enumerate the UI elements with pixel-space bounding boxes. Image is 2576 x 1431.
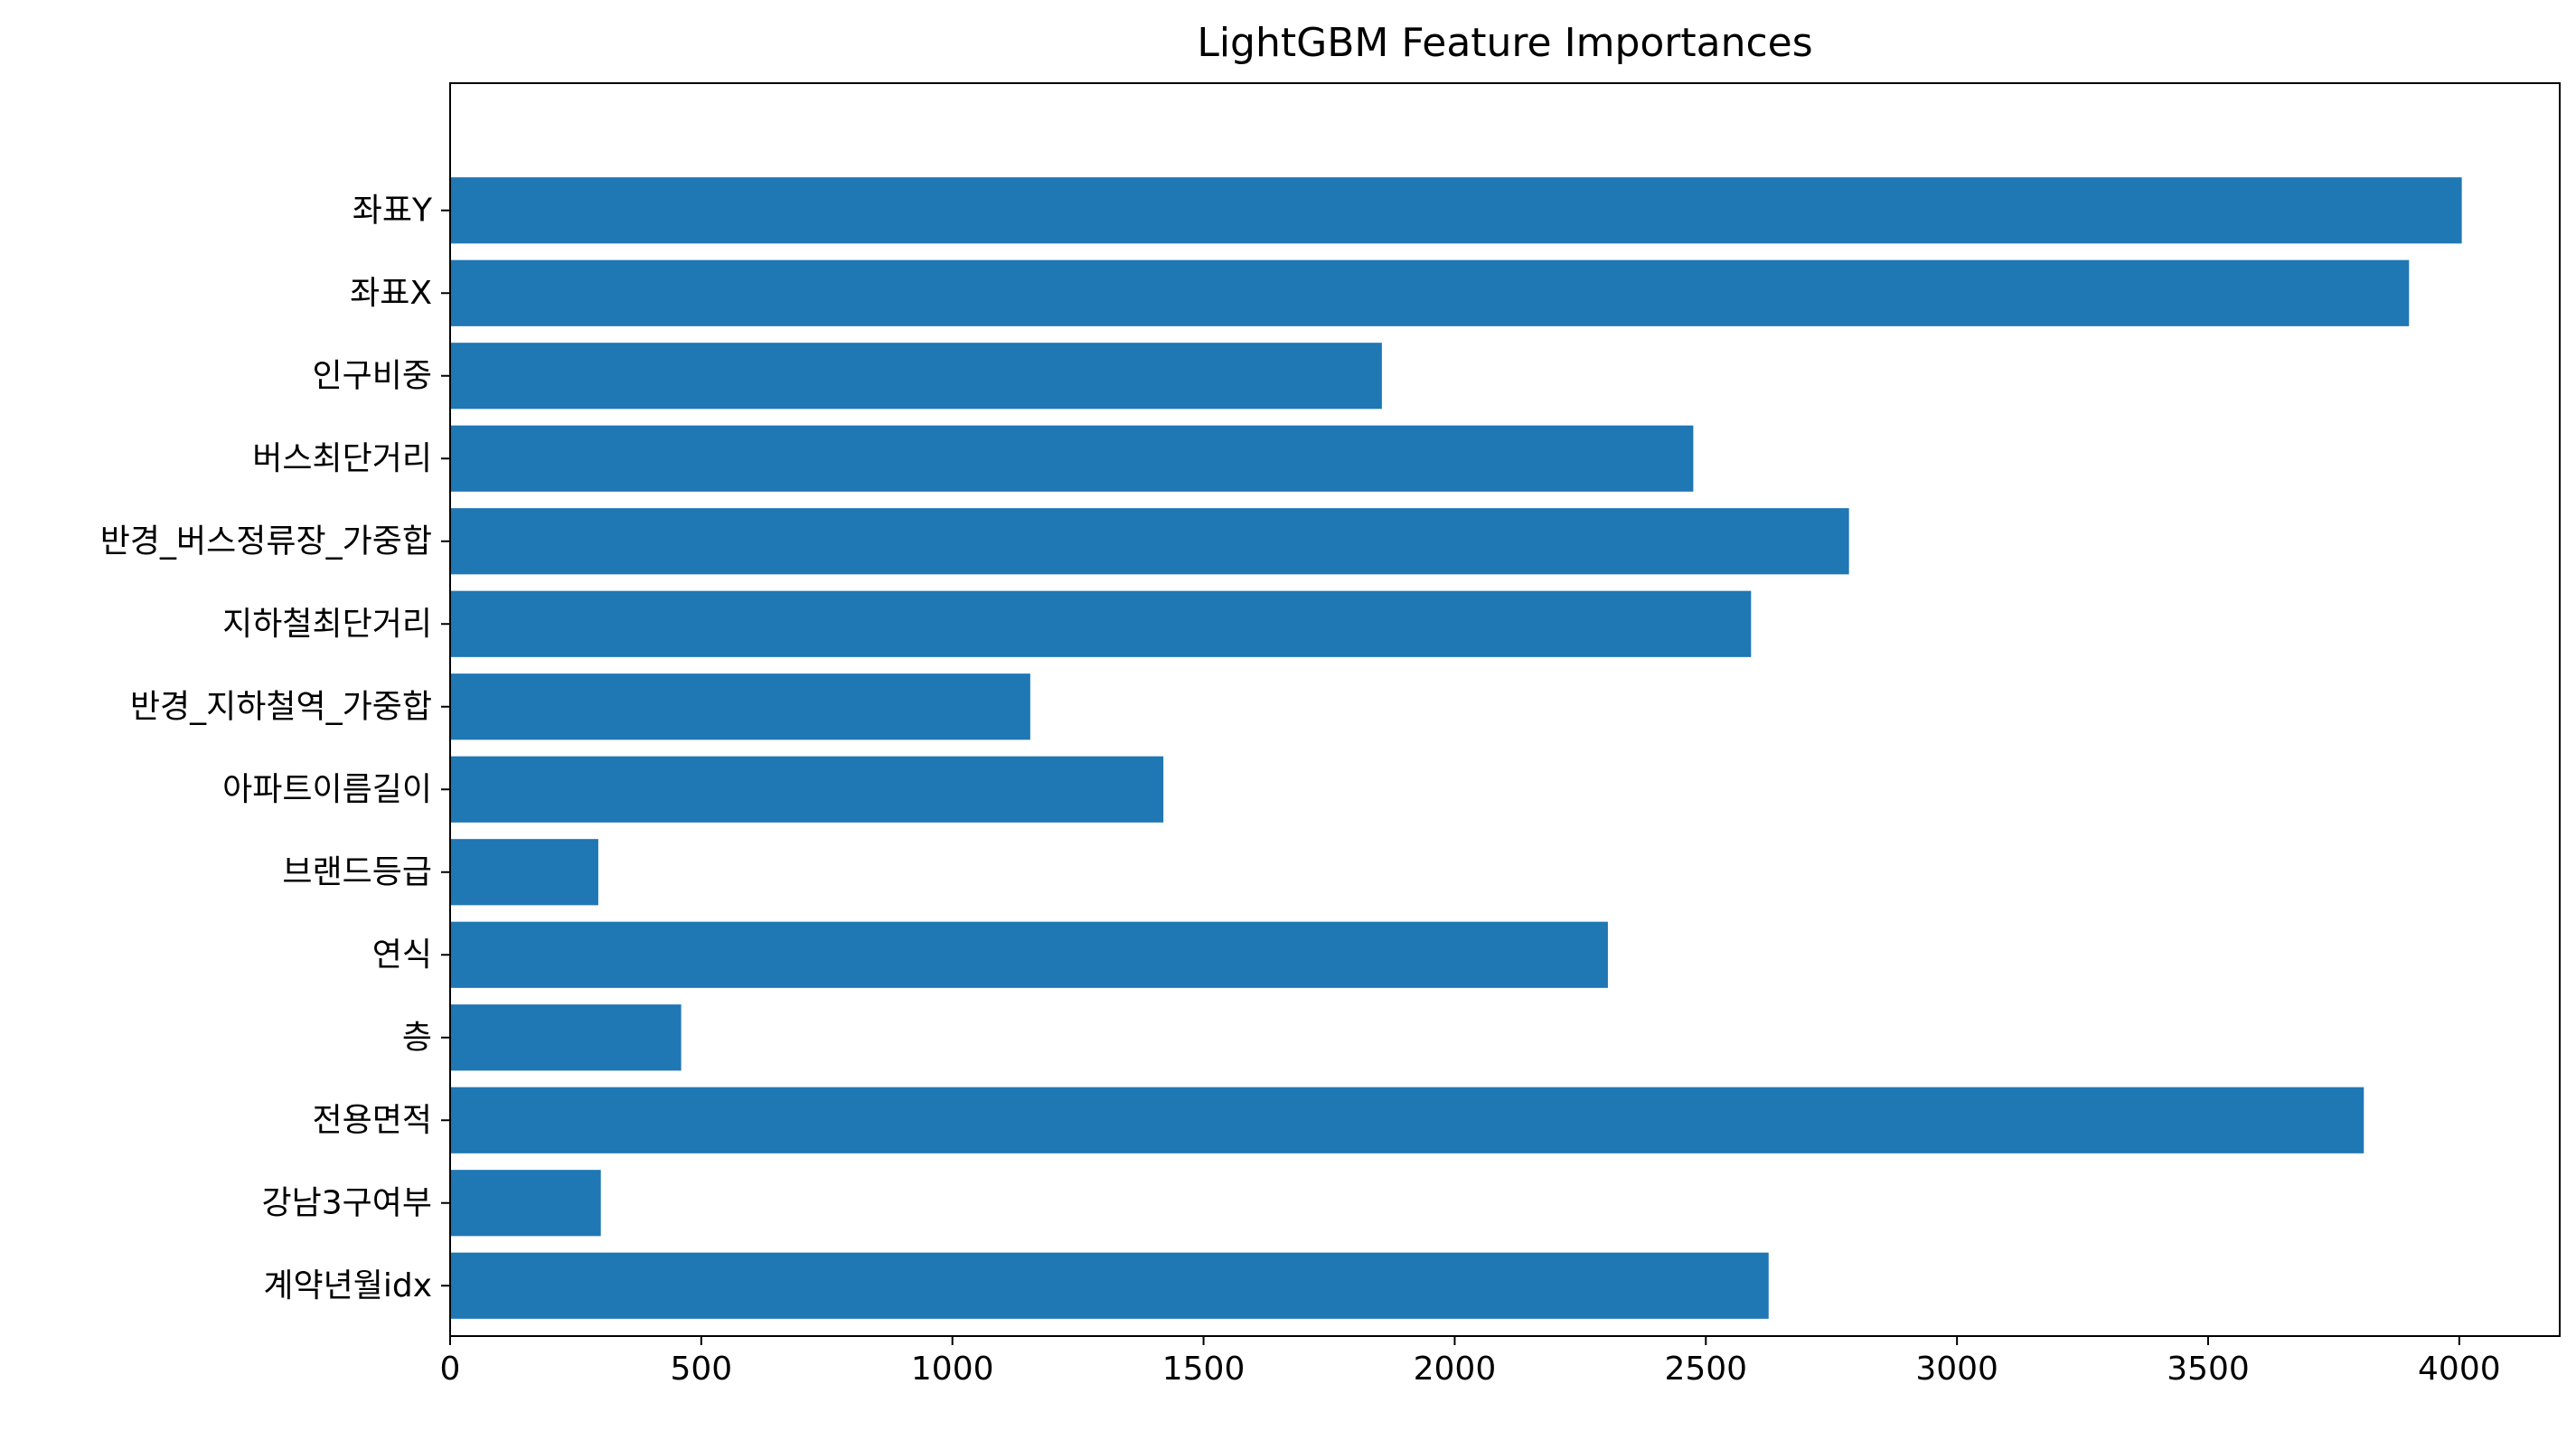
- bars-layer: [450, 177, 2462, 1319]
- x-tick-label: 1000: [911, 1351, 994, 1388]
- y-tick-label: 인구비중: [313, 357, 432, 394]
- y-tick-label: 연식: [372, 937, 432, 974]
- bar: [450, 756, 1164, 823]
- bar: [450, 839, 598, 906]
- bar: [450, 508, 1849, 575]
- x-tick-label: 3000: [1915, 1351, 1998, 1388]
- bar: [450, 921, 1608, 988]
- y-tick-label: 아파트이름길이: [222, 771, 432, 808]
- bar: [450, 1004, 682, 1071]
- y-tick-label: 반경_버스정류장_가중합: [100, 523, 432, 560]
- y-tick-label: 강남3구여부: [261, 1184, 432, 1221]
- bar: [450, 673, 1030, 740]
- y-tick-label: 좌표X: [350, 275, 432, 312]
- x-tick-label: 2000: [1414, 1351, 1497, 1388]
- y-tick-label: 반경_지하철역_가중합: [130, 688, 432, 725]
- chart-title: LightGBM Feature Importances: [1197, 20, 1812, 66]
- y-tick-label: 좌표Y: [353, 192, 433, 229]
- y-tick-label: 지하철최단거리: [222, 606, 432, 643]
- bar: [450, 1170, 601, 1237]
- x-axis: 0 500 1000 1500 2000 2500 3000 3500 4000: [440, 1336, 2501, 1388]
- y-tick-label: 층: [402, 1019, 432, 1056]
- y-axis: 좌표Y 좌표X 인구비중버스최단거리반경_버스정류장_가중합지하철최단거리반경_지하…: [100, 192, 450, 1304]
- x-tick-label: 2500: [1664, 1351, 1747, 1388]
- x-tick-label: 500: [670, 1351, 732, 1388]
- bar: [450, 1087, 2364, 1153]
- y-tick-label: 브랜드등급: [282, 853, 432, 890]
- y-tick-label: 버스최단거리: [252, 440, 432, 477]
- y-tick-label: 전용면적: [313, 1102, 432, 1139]
- x-tick-label: 0: [440, 1351, 461, 1388]
- bar: [450, 425, 1694, 492]
- bar: [450, 259, 2410, 326]
- x-tick-label: 4000: [2418, 1351, 2501, 1388]
- plot-frame: [449, 82, 2561, 1337]
- bar: [450, 343, 1382, 410]
- y-tick-label: 계약년월idx: [263, 1267, 432, 1304]
- bar: [450, 1252, 1769, 1319]
- bar: [450, 177, 2462, 244]
- x-tick-label: 3500: [2167, 1351, 2250, 1388]
- bar: [450, 590, 1752, 657]
- x-tick-label: 1500: [1162, 1351, 1246, 1388]
